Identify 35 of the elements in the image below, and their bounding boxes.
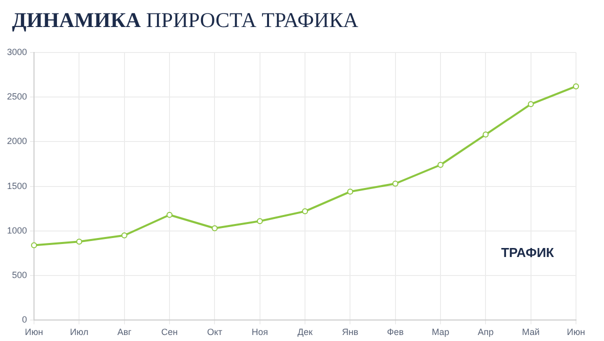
point <box>438 162 444 168</box>
y-tick-label: 2500 <box>6 92 28 102</box>
point <box>347 188 354 195</box>
y-tick-label: 500 <box>12 270 28 280</box>
x-tick-label: Июн <box>24 327 44 338</box>
y-tick-label: 1500 <box>6 180 28 191</box>
point <box>302 208 308 214</box>
point <box>528 101 534 108</box>
point <box>166 212 173 218</box>
y-tick-label: 3000 <box>6 46 28 57</box>
y-tick-label: 0 <box>22 314 28 325</box>
x-tick-label: Июн <box>566 327 586 338</box>
x-tick-label: Фев <box>387 327 404 338</box>
text: ТРАФИК <box>501 244 554 260</box>
point <box>573 83 579 90</box>
x-tick-label: Янв <box>342 327 359 338</box>
x-tick-label: Апр <box>478 327 494 338</box>
x-tick-label: Сен <box>161 327 178 338</box>
x-tick-label: Дек <box>297 327 313 338</box>
x-tick-label: Июл <box>70 327 88 338</box>
x-tick-label: Авг <box>117 327 132 338</box>
point <box>76 238 82 245</box>
point <box>482 132 489 138</box>
x-tick-label: Окт <box>207 327 222 338</box>
x-tick-label: Ноя <box>252 327 268 338</box>
point <box>256 218 263 224</box>
point <box>121 232 128 238</box>
point <box>31 242 38 248</box>
point <box>392 180 398 187</box>
y-tick-label: 2000 <box>6 136 28 146</box>
chart-title: ДИНАМИКА ПРИРОСТА ТРАФИКА <box>12 8 358 33</box>
point <box>212 225 218 232</box>
y-tick-label: 1000 <box>6 225 28 236</box>
x-tick-label: Мар <box>432 327 450 338</box>
x-tick-label: Май <box>522 327 540 338</box>
